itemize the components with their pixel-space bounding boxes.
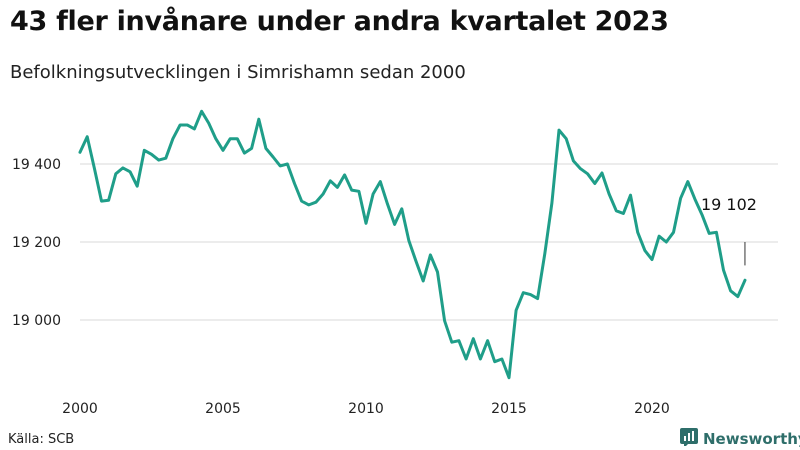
y-tick-label: 19 400 (12, 157, 61, 173)
newsworthy-logo-icon (680, 428, 698, 450)
annotation-label: 19 102 (701, 195, 757, 214)
chart-title: 43 fler invånare under andra kvartalet 2… (10, 6, 669, 37)
brand-logo[interactable]: Newsworthy (680, 428, 800, 450)
x-tick-label: 2020 (634, 401, 670, 417)
y-tick-label: 19 200 (12, 235, 61, 251)
source-note: Källa: SCB (8, 432, 75, 447)
chart-subtitle: Befolkningsutvecklingen i Simrishamn sed… (10, 62, 466, 83)
series-line (78, 109, 747, 380)
x-tick-label: 2015 (491, 401, 527, 417)
x-tick-label: 2005 (205, 401, 241, 417)
x-tick-label: 2010 (348, 401, 384, 417)
y-tick-label: 19 000 (12, 313, 61, 329)
brand-name: Newsworthy (703, 430, 800, 448)
x-tick-label: 2000 (62, 401, 98, 417)
